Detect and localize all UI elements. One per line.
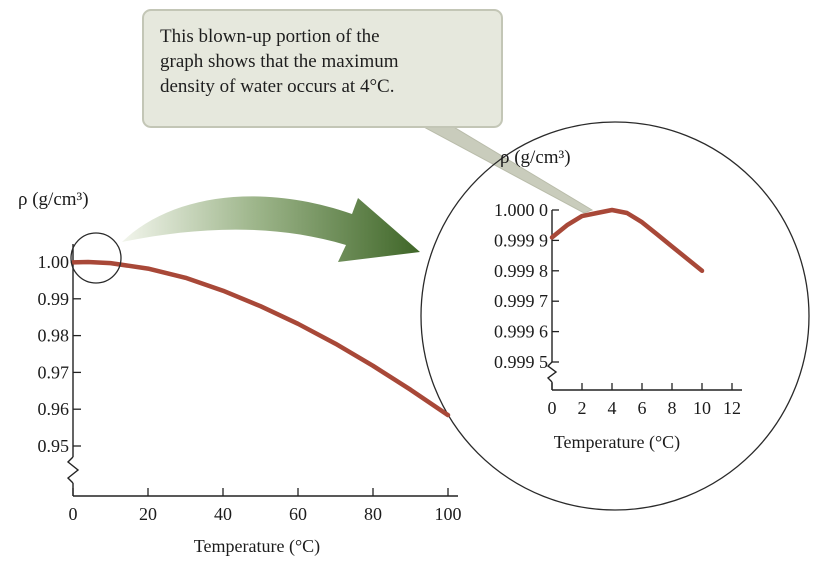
inset-y-tick-label: 0.999 7 bbox=[494, 291, 548, 311]
inset-y-tick-label: 0.999 5 bbox=[494, 352, 548, 372]
inset-y-tick-label: 0.999 6 bbox=[494, 322, 548, 342]
inset-y-tick-label: 0.999 9 bbox=[494, 230, 548, 250]
callout bbox=[142, 9, 594, 214]
inset-y-axis-label: ρ (g/cm³) bbox=[500, 147, 571, 168]
zoom-region-circle bbox=[70, 232, 122, 284]
main-y-tick-label: 1.00 bbox=[38, 252, 70, 272]
inset-x-axis-label: Temperature (°C) bbox=[554, 432, 680, 453]
inset-density-curve bbox=[549, 207, 705, 274]
main-x-tick-label: 40 bbox=[214, 504, 232, 524]
callout-line: density of water occurs at 4°C. bbox=[160, 76, 395, 97]
inset-x-tick-label: 12 bbox=[723, 398, 741, 418]
main-y-axis-break bbox=[66, 456, 80, 484]
inset-chart: 1.000 0 0.999 9 0.999 8 0.999 7 0.999 6 0.999… bbox=[494, 147, 742, 453]
main-chart: 1.00 0.99 0.98 0.97 0.96 0.95 0 20 40 60 80 100 ρ … bbox=[18, 189, 462, 557]
inset-x-tick-label: 0 bbox=[548, 398, 557, 418]
main-x-tick-label: 60 bbox=[289, 504, 307, 524]
inset-x-tick-label: 8 bbox=[668, 398, 677, 418]
inset-x-tick-label: 10 bbox=[693, 398, 711, 418]
main-x-tick-label: 100 bbox=[435, 504, 462, 524]
inset-magnifier-circle bbox=[420, 121, 810, 511]
inset-x-tick-label: 2 bbox=[578, 398, 587, 418]
inset-y-axis-break bbox=[546, 361, 558, 383]
main-y-tick-label: 0.97 bbox=[38, 362, 70, 382]
main-x-tick-label: 80 bbox=[364, 504, 382, 524]
main-x-tick-label: 0 bbox=[69, 504, 78, 524]
main-y-axis-label: ρ (g/cm³) bbox=[18, 189, 89, 210]
zoom-arrow bbox=[122, 196, 420, 262]
inset-x-tick-label: 4 bbox=[608, 398, 617, 418]
main-y-tick-label: 0.96 bbox=[38, 399, 70, 419]
callout-line: graph shows that the maximum bbox=[160, 51, 399, 72]
callout-text: This blown-up portion of the graph shows… bbox=[160, 24, 490, 99]
callout-box bbox=[142, 9, 503, 128]
inset-y-tick-label: 0.999 8 bbox=[494, 261, 548, 281]
main-y-tick-label: 0.98 bbox=[38, 326, 70, 346]
main-y-tick-label: 0.99 bbox=[38, 289, 70, 309]
inset-x-tick-label: 6 bbox=[638, 398, 647, 418]
main-x-axis-label: Temperature (°C) bbox=[194, 536, 320, 557]
callout-line: This blown-up portion of the bbox=[160, 26, 380, 47]
main-y-tick-label: 0.95 bbox=[38, 436, 70, 456]
main-density-curve bbox=[70, 259, 451, 418]
main-x-tick-label: 20 bbox=[139, 504, 157, 524]
inset-y-tick-label: 1.000 0 bbox=[494, 200, 548, 220]
